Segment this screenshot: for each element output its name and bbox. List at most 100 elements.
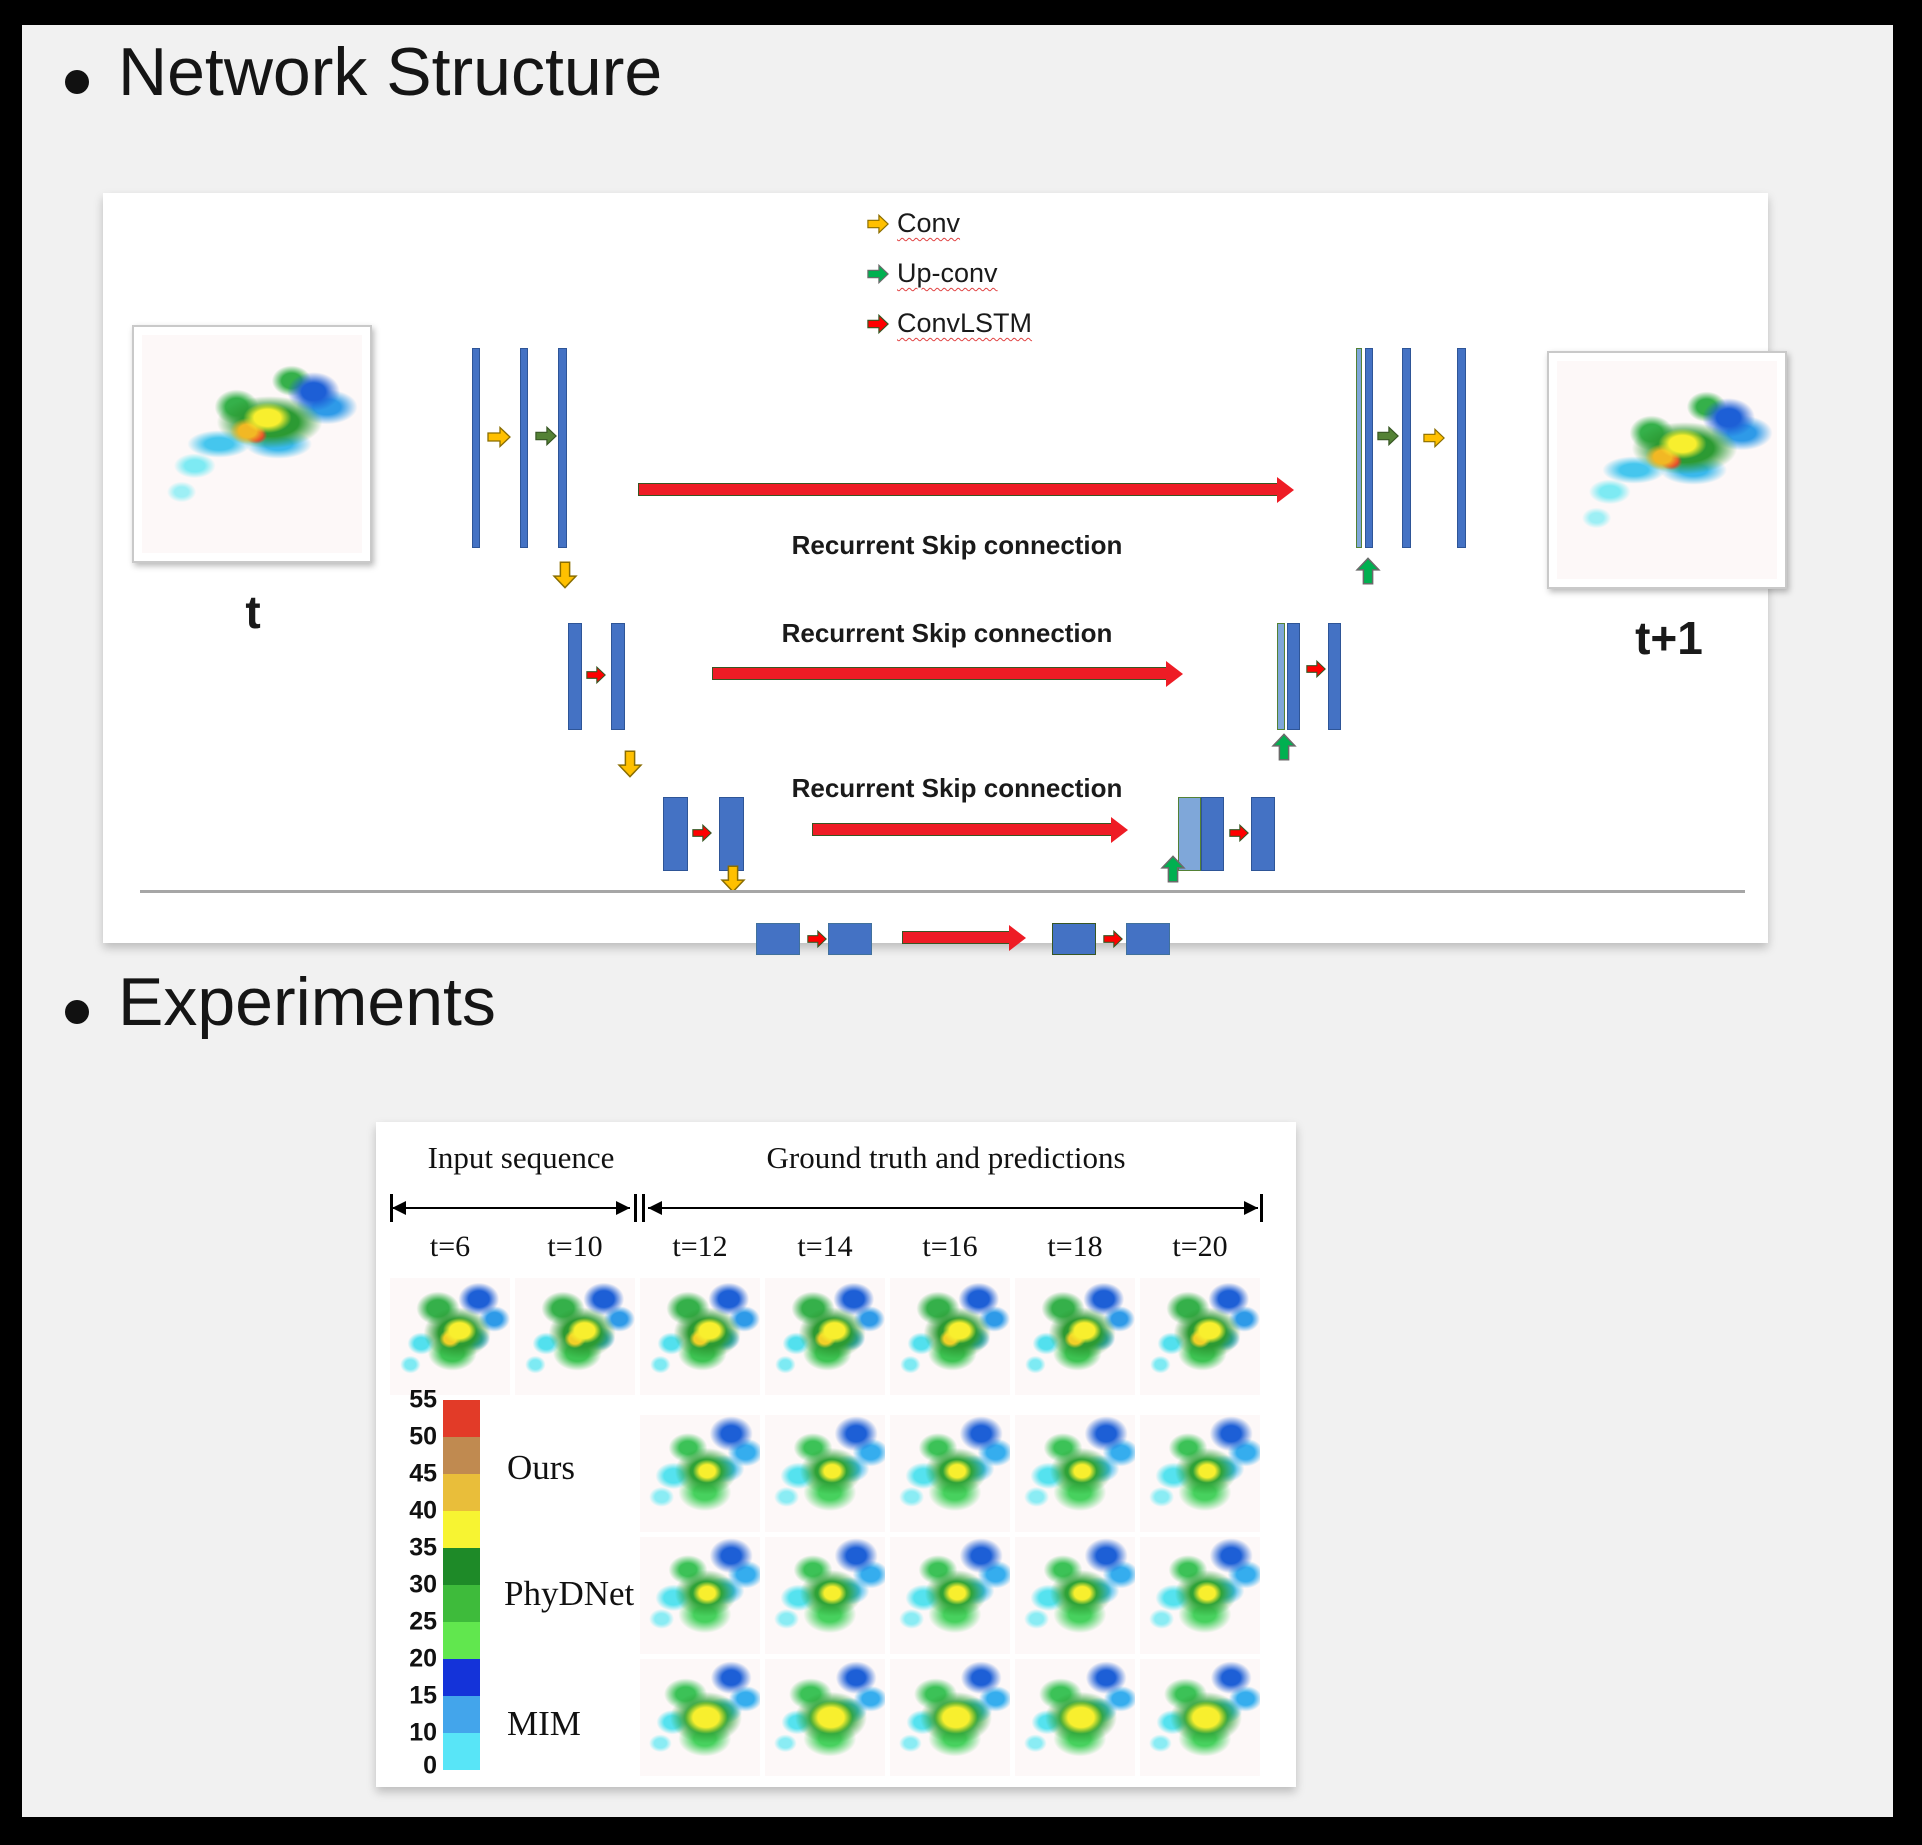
network-diagram-panel: Conv Up-conv ConvLSTM t t+1 xyxy=(103,193,1787,955)
upsample-arrow-icon xyxy=(1272,733,1296,761)
bottleneck-block xyxy=(756,923,800,955)
column-label: t=14 xyxy=(797,1230,853,1263)
radar-cell xyxy=(765,1415,885,1532)
radar-cell xyxy=(1140,1415,1260,1532)
legend-label-conv: Conv xyxy=(897,208,961,238)
radar-cell xyxy=(1015,1659,1135,1776)
decoder-bar xyxy=(1287,623,1300,730)
column-label: t=10 xyxy=(547,1230,603,1263)
decoder-bar xyxy=(1251,797,1275,871)
colorbar-segment xyxy=(443,1733,480,1770)
input-radar-image xyxy=(142,335,362,553)
convlstm-arrow-icon xyxy=(1306,660,1326,678)
range-tick xyxy=(390,1194,393,1222)
convlstm-arrow-icon xyxy=(867,314,889,334)
convlstm-arrow-icon xyxy=(1103,930,1123,948)
colorbar-tick: 20 xyxy=(409,1644,437,1673)
radar-cell xyxy=(640,1415,760,1532)
bullet-point xyxy=(65,1000,89,1024)
conv-arrow-icon xyxy=(867,214,889,234)
method-label-phydnet: PhyDNet xyxy=(504,1574,635,1613)
upconv-arrow-icon xyxy=(867,264,889,284)
encoder-bar xyxy=(719,797,744,871)
recurrent-arrow xyxy=(902,931,1010,944)
section2-title: Experiments xyxy=(118,964,496,1040)
column-label: t=12 xyxy=(672,1230,728,1263)
encoder-bar xyxy=(520,348,528,548)
input-sequence-label: Input sequence xyxy=(427,1140,615,1175)
method-label-ours: Ours xyxy=(507,1448,576,1487)
radar-cell xyxy=(1140,1278,1260,1395)
skip-connection-label: Recurrent Skip connection xyxy=(781,618,1113,648)
ground-truth-label: Ground truth and predictions xyxy=(766,1140,1126,1175)
colorbar-segment xyxy=(443,1585,480,1622)
radar-cell xyxy=(1015,1278,1135,1395)
colorbar-tick: 55 xyxy=(409,1385,437,1414)
bottleneck-block xyxy=(828,923,872,955)
section1-title: Network Structure xyxy=(118,34,663,110)
radar-cell xyxy=(1140,1659,1260,1776)
decoder-bar xyxy=(1402,348,1411,548)
decoder-skip-bar xyxy=(1356,348,1362,548)
colorbar-tick: 10 xyxy=(409,1718,437,1747)
decoder-bar xyxy=(1457,348,1466,548)
colorbar-segment xyxy=(443,1511,480,1548)
colorbar-tick: 40 xyxy=(409,1496,437,1525)
prediction-range-arrow xyxy=(648,1201,1258,1215)
colorbar-segment xyxy=(443,1659,480,1696)
downsample-arrow-icon xyxy=(553,561,577,589)
colorbar-tick: 0 xyxy=(423,1751,437,1780)
radar-cell xyxy=(515,1278,635,1395)
divider-line xyxy=(140,890,1745,893)
colorbar-segment xyxy=(443,1548,480,1585)
input-radar-frame xyxy=(132,325,372,563)
recurrent-skip-arrow xyxy=(712,667,1167,680)
output-time-label: t+1 xyxy=(1635,612,1703,664)
radar-cell xyxy=(390,1278,510,1395)
radar-cell xyxy=(1140,1537,1260,1654)
convlstm-arrow-icon xyxy=(586,666,606,684)
convlstm-arrow-icon xyxy=(1229,824,1249,842)
colorbar-segment xyxy=(443,1696,480,1733)
encoder-bar xyxy=(611,623,625,730)
encoder-bar xyxy=(663,797,688,871)
column-label: t=6 xyxy=(429,1230,471,1263)
downsample-arrow-icon xyxy=(618,750,642,778)
range-separator xyxy=(634,1194,637,1222)
column-label: t=20 xyxy=(1172,1230,1228,1263)
radar-cell xyxy=(765,1659,885,1776)
convlstm-arrow-icon xyxy=(807,930,827,948)
colorbar-tick: 15 xyxy=(409,1681,437,1710)
colorbar-tick: 50 xyxy=(409,1422,437,1451)
decoder-bar xyxy=(1328,623,1341,730)
bottleneck-block xyxy=(1126,923,1170,955)
encoder-bar xyxy=(568,623,582,730)
recurrent-skip-arrow xyxy=(638,483,1278,496)
radar-cell xyxy=(640,1659,760,1776)
radar-cell xyxy=(640,1537,760,1654)
column-label: t=16 xyxy=(922,1230,978,1263)
decoder-skip-bar xyxy=(1178,797,1201,871)
upconv-arrow-icon xyxy=(1377,426,1399,446)
input-time-label: t xyxy=(245,586,261,638)
encoder-bar xyxy=(472,348,480,548)
output-radar-frame xyxy=(1547,351,1787,589)
colorbar-tick: 30 xyxy=(409,1570,437,1599)
skip-connection-label: Recurrent Skip connection xyxy=(791,773,1123,803)
radar-cell xyxy=(765,1278,885,1395)
radar-cell xyxy=(890,1415,1010,1532)
experiments-figure: Input sequence Ground truth and predicti… xyxy=(376,1122,1296,1787)
output-radar-image xyxy=(1557,361,1777,579)
colorbar-tick: 35 xyxy=(409,1533,437,1562)
colorbar-segment xyxy=(443,1437,480,1474)
upsample-arrow-icon xyxy=(1161,855,1185,883)
decoder-bar xyxy=(1201,797,1224,871)
method-label-mim: MIM xyxy=(507,1704,581,1743)
skip-connection-label: Recurrent Skip connection xyxy=(791,530,1123,560)
conv-arrow-icon xyxy=(1423,428,1445,448)
convlstm-arrow-icon xyxy=(692,824,712,842)
decoder-bar xyxy=(1365,348,1373,548)
colorbar-tick: 25 xyxy=(409,1607,437,1636)
radar-cell xyxy=(765,1537,885,1654)
